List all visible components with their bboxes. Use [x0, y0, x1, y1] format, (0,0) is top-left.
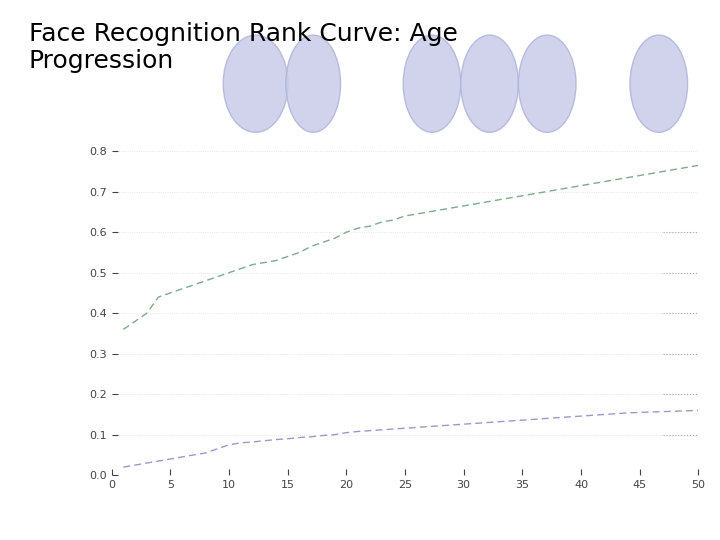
- Ellipse shape: [630, 35, 688, 132]
- Ellipse shape: [461, 35, 518, 132]
- Ellipse shape: [223, 35, 288, 132]
- Ellipse shape: [403, 35, 461, 132]
- Ellipse shape: [286, 35, 341, 132]
- Text: Face Recognition Rank Curve: Age
Progression: Face Recognition Rank Curve: Age Progres…: [29, 22, 458, 73]
- Ellipse shape: [518, 35, 576, 132]
